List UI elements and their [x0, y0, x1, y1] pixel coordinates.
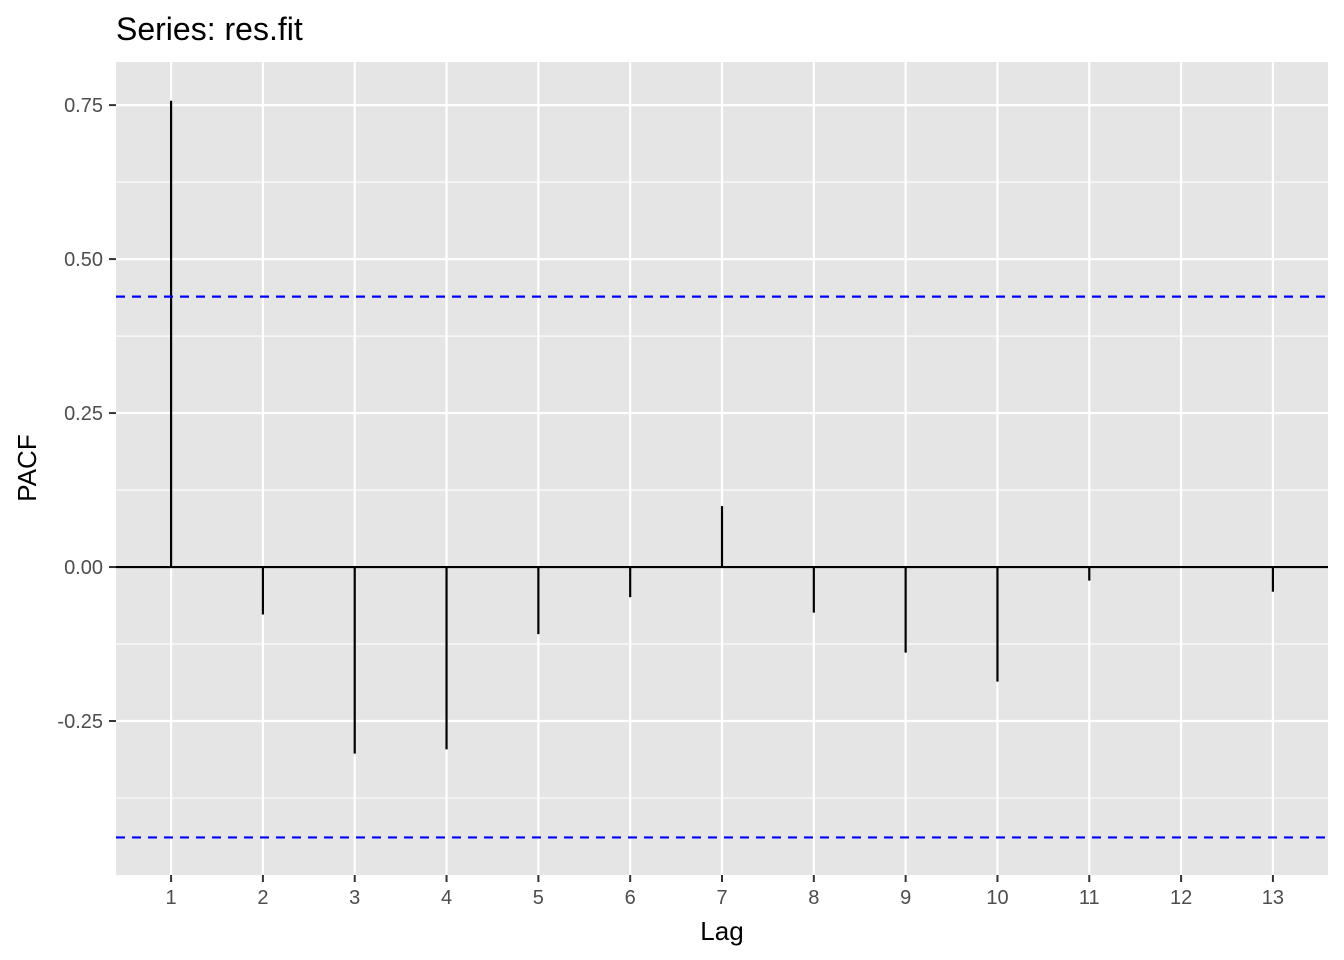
x-tick-label: 5	[533, 887, 544, 909]
y-tick-label: -0.25	[57, 711, 103, 733]
x-tick-label: 1	[166, 887, 177, 909]
x-tick-label: 9	[900, 887, 911, 909]
x-tick-label: 6	[625, 887, 636, 909]
x-axis-title: Lag	[700, 916, 743, 946]
x-tick-label: 7	[716, 887, 727, 909]
y-tick-label: 0.25	[64, 403, 103, 425]
y-tick-label: 0.75	[64, 95, 103, 117]
confidence-bounds	[116, 295, 1328, 839]
pacf-bars	[169, 100, 1275, 754]
x-axis: 1 2 3 4 5 6 7 8 9 10 11 12 13	[166, 875, 1284, 909]
x-tick-label: 10	[986, 887, 1008, 909]
x-tick-label: 3	[349, 887, 360, 909]
x-tick-label: 4	[441, 887, 452, 909]
x-tick-label: 11	[1079, 887, 1100, 909]
y-axis: 0.75 0.50 0.25 0.00 -0.25	[57, 95, 116, 733]
y-tick-label: 0.00	[64, 557, 103, 579]
x-tick-label: 2	[257, 887, 268, 909]
y-axis-title: PACF	[12, 434, 42, 501]
x-tick-label: 13	[1262, 887, 1284, 909]
x-tick-label: 12	[1170, 887, 1192, 909]
y-tick-label: 0.50	[64, 249, 103, 271]
chart-title: Series: res.fit	[116, 11, 303, 47]
x-tick-label: 8	[808, 887, 819, 909]
